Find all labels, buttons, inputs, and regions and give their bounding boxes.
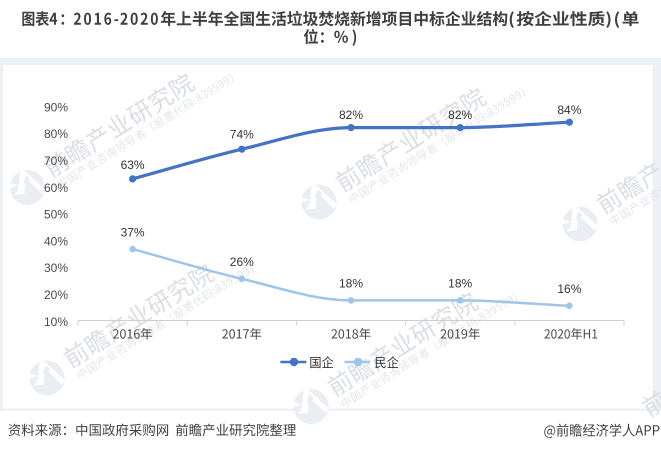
svg-text:30%: 30% (44, 261, 68, 275)
svg-text:10%: 10% (44, 315, 68, 329)
svg-text:82%: 82% (339, 108, 363, 122)
svg-text:74%: 74% (230, 128, 254, 142)
svg-text:60%: 60% (44, 181, 68, 195)
svg-text:90%: 90% (44, 100, 68, 114)
svg-text:18%: 18% (448, 277, 472, 291)
svg-text:80%: 80% (44, 127, 68, 141)
svg-text:84%: 84% (557, 103, 581, 117)
svg-text:82%: 82% (448, 108, 472, 122)
svg-text:16%: 16% (557, 282, 581, 296)
svg-text:40%: 40% (44, 234, 68, 248)
svg-text:63%: 63% (121, 158, 145, 172)
svg-text:18%: 18% (339, 277, 363, 291)
svg-text:26%: 26% (230, 255, 254, 269)
svg-text:20%: 20% (44, 288, 68, 302)
svg-text:37%: 37% (121, 226, 145, 240)
svg-text:50%: 50% (44, 208, 68, 222)
svg-text:70%: 70% (44, 154, 68, 168)
